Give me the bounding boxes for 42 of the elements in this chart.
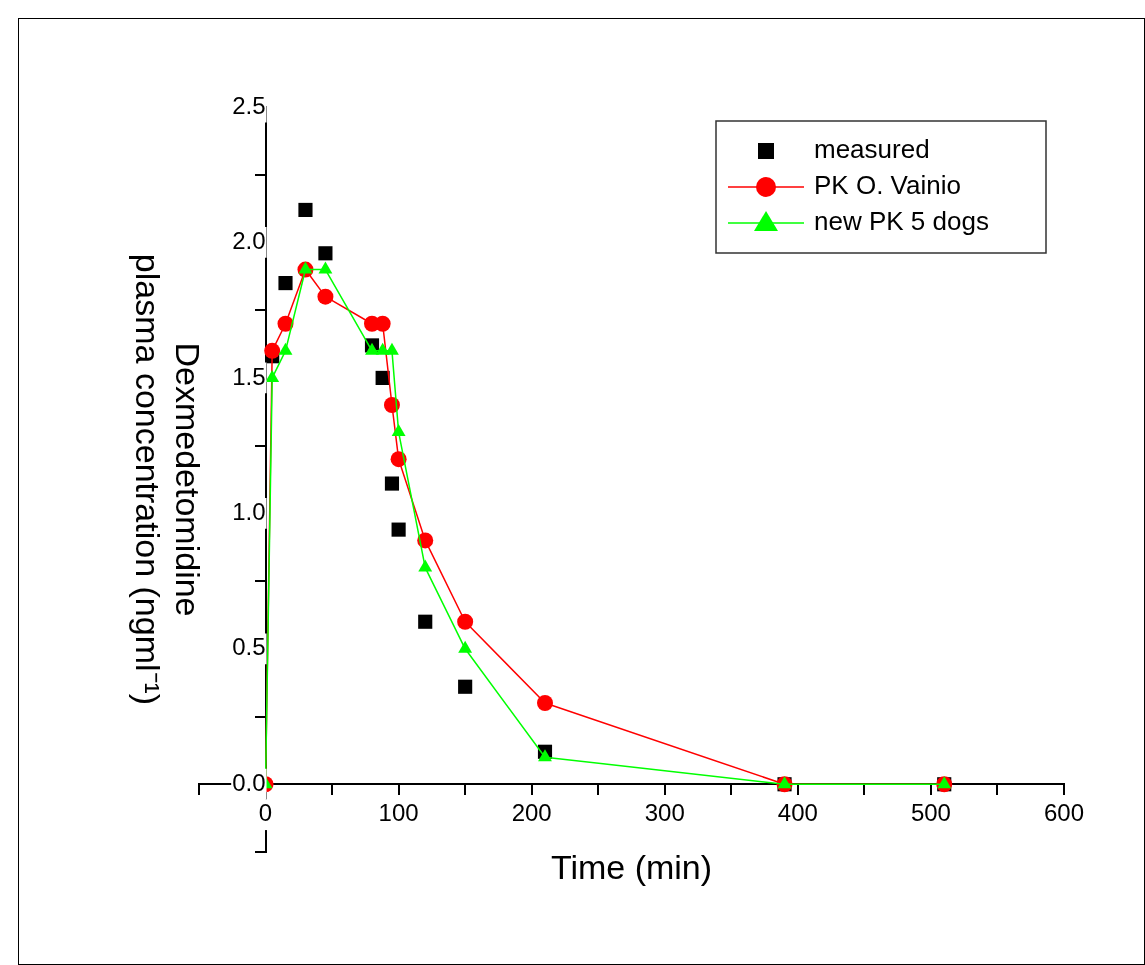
point — [298, 261, 313, 274]
x-tick-label: 600 — [1043, 799, 1085, 827]
point — [365, 342, 379, 355]
y-tick-label: 0.0 — [232, 768, 266, 796]
x-axis-title: Time (min) — [550, 847, 713, 886]
point — [264, 342, 281, 359]
x-tick-label: 100 — [378, 799, 419, 827]
point — [537, 695, 553, 711]
point — [391, 522, 406, 537]
point — [418, 559, 433, 572]
point — [458, 679, 473, 694]
point — [458, 640, 473, 653]
point — [391, 424, 406, 437]
x-tick-label: 500 — [910, 799, 951, 827]
x-tick-label: 300 — [644, 799, 685, 827]
y-tick-label: 1.0 — [232, 497, 266, 525]
point — [384, 476, 400, 491]
point — [265, 369, 280, 382]
legend-label: PK O. Vainio — [814, 170, 961, 201]
point — [383, 397, 400, 413]
point — [298, 202, 313, 218]
point — [278, 276, 293, 291]
point — [318, 261, 333, 274]
point — [277, 315, 294, 332]
y-tick-label: 2.0 — [232, 227, 266, 255]
point — [385, 342, 399, 355]
point — [318, 246, 333, 261]
legend-label: measured — [814, 134, 930, 165]
x-tick-label: 200 — [511, 799, 552, 827]
point — [278, 342, 293, 355]
x-tick-label: 0 — [258, 799, 273, 827]
point — [538, 749, 552, 762]
x-tick-label: 400 — [777, 799, 818, 827]
point — [317, 288, 334, 305]
y-tick-label: 1.5 — [232, 362, 266, 390]
point — [418, 614, 433, 629]
y-tick-label: 2.5 — [232, 91, 266, 119]
point — [457, 613, 474, 630]
y-axis-title: Dexmedetomidine plasma concentration (ngml⁻¹) — [128, 253, 208, 706]
legend-label: new PK 5 dogs — [814, 206, 989, 237]
frame: Time (min) Dexmedetomidine plasma concentration (ngml⁻¹) 0 100 200 300 400 500 600 0.0 0.5 1.0 1.5 2.0 2.5 measured PK O. Vainio new PK 5 dogs — [18, 18, 1145, 965]
y-tick-label: 0.5 — [232, 633, 266, 661]
